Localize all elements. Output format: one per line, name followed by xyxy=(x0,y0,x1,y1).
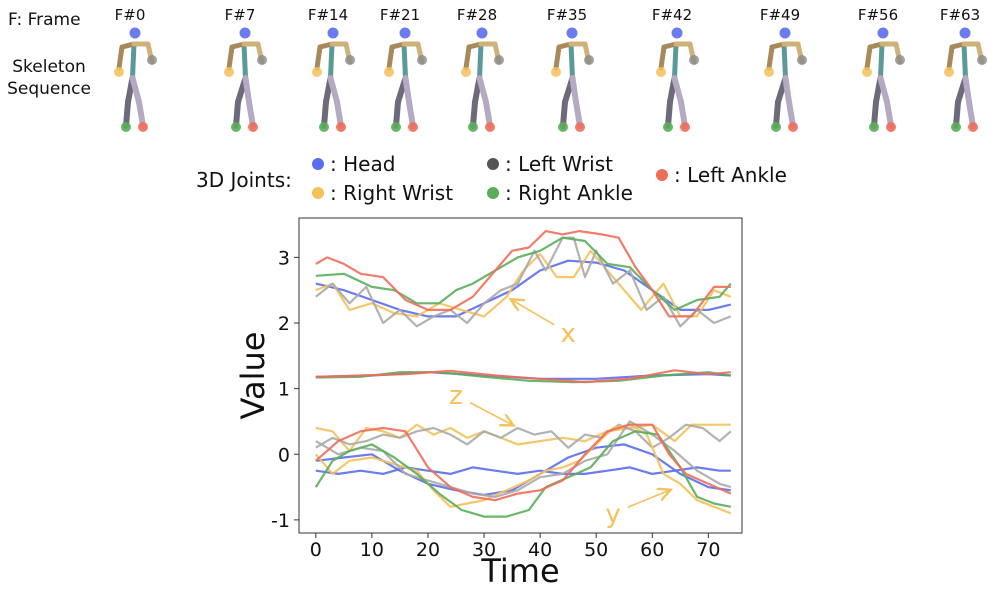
legend-label-right-ankle: : Right Ankle xyxy=(505,181,633,205)
skeleton-figure-4 xyxy=(461,27,504,132)
skeleton-label-line2: Sequence xyxy=(7,79,91,99)
x-axis-label: Time xyxy=(480,552,559,590)
annotation-label-z: z xyxy=(449,381,463,411)
frame-id-3: F#21 xyxy=(379,6,421,24)
series-line-left-ankle-x xyxy=(315,230,731,318)
legend-label-head: : Head xyxy=(330,152,396,176)
x-tick-label: 10 xyxy=(360,539,384,561)
y-tick-label: -1 xyxy=(271,510,290,532)
y-tick-label: 2 xyxy=(278,313,290,335)
skeleton-label-line1: Skeleton xyxy=(12,57,86,77)
y-tick-label: 3 xyxy=(278,247,290,269)
x-tick-label: 60 xyxy=(640,539,664,561)
legend-label-left-wrist: : Left Wrist xyxy=(505,152,613,176)
legend-item-right-ankle: : Right Ankle xyxy=(487,181,633,205)
frame-id-8: F#56 xyxy=(857,6,899,24)
series-group xyxy=(314,230,732,518)
y-tick-label: 0 xyxy=(278,444,290,466)
left-wrist-dot-icon xyxy=(487,158,499,170)
annotation-label-y: y xyxy=(605,499,620,529)
series-line-left-wrist-z xyxy=(315,423,732,449)
head-dot-icon xyxy=(312,158,324,170)
series-line-right-ankle-y xyxy=(314,430,732,518)
skeleton-figure-2 xyxy=(312,27,355,132)
legend-item-left-ankle: : Left Ankle xyxy=(656,163,787,187)
annotation-arrow-x xyxy=(512,300,555,326)
legend-title: 3D Joints: xyxy=(196,168,292,192)
frame-id-0: F#0 xyxy=(114,6,146,24)
right-ankle-dot-icon xyxy=(487,187,499,199)
frame-id-5: F#35 xyxy=(546,6,588,24)
x-tick-label: 30 xyxy=(472,539,496,561)
left-ankle-dot-icon xyxy=(656,169,668,181)
legend-item-head: : Head xyxy=(312,152,395,176)
annotation-arrow-z xyxy=(469,401,512,425)
annotations: x z y xyxy=(449,300,669,529)
series-line-left-wrist-x xyxy=(315,236,732,328)
series-line-left-ankle-z xyxy=(315,369,731,384)
series-line-right-wrist-x xyxy=(315,249,732,318)
skeleton-figure-1 xyxy=(224,27,267,132)
skeleton-figure-6 xyxy=(656,27,699,132)
y-axis-label: Value xyxy=(234,332,272,420)
frame-id-7: F#49 xyxy=(759,6,801,24)
series-line-left-ankle-y xyxy=(315,423,732,502)
x-tick-label: 40 xyxy=(528,539,552,561)
skeleton-figure-7 xyxy=(764,27,807,132)
x-tick-label: 20 xyxy=(416,539,440,561)
frame-id-1: F#7 xyxy=(224,6,256,24)
skeleton-figure-0 xyxy=(114,27,157,132)
right-wrist-dot-icon xyxy=(312,187,324,199)
annotation-label-x: x xyxy=(560,319,575,349)
legend-label-right-wrist: : Right Wrist xyxy=(330,181,454,205)
skeleton-figure-9 xyxy=(944,27,987,132)
skeleton-figure-3 xyxy=(384,27,427,132)
frame-label: F: Frame xyxy=(8,10,81,30)
series-line-left-wrist-y xyxy=(315,420,732,498)
series-line-right-wrist-y xyxy=(314,423,732,515)
annotation-arrow-y xyxy=(627,490,669,508)
x-tick-label: 50 xyxy=(584,539,608,561)
skeleton-figure-5 xyxy=(551,27,594,132)
legend-label-left-ankle: : Left Ankle xyxy=(674,163,787,187)
y-tick-label: 1 xyxy=(278,379,290,401)
legend-item-left-wrist: : Left Wrist xyxy=(487,152,613,176)
frame-id-9: F#63 xyxy=(939,6,981,24)
frame-id-2: F#14 xyxy=(307,6,349,24)
frame-id-4: F#28 xyxy=(456,6,498,24)
legend-item-right-wrist: : Right Wrist xyxy=(312,181,453,205)
skeleton-sequence-label: Skeleton Sequence xyxy=(6,56,92,100)
series-line-head-y xyxy=(315,466,731,475)
skeleton-sequence xyxy=(114,27,987,132)
skeleton-figure-8 xyxy=(862,27,905,132)
x-tick-label: 70 xyxy=(696,539,720,561)
x-tick-label: 0 xyxy=(310,539,322,561)
frame-id-6: F#42 xyxy=(651,6,693,24)
